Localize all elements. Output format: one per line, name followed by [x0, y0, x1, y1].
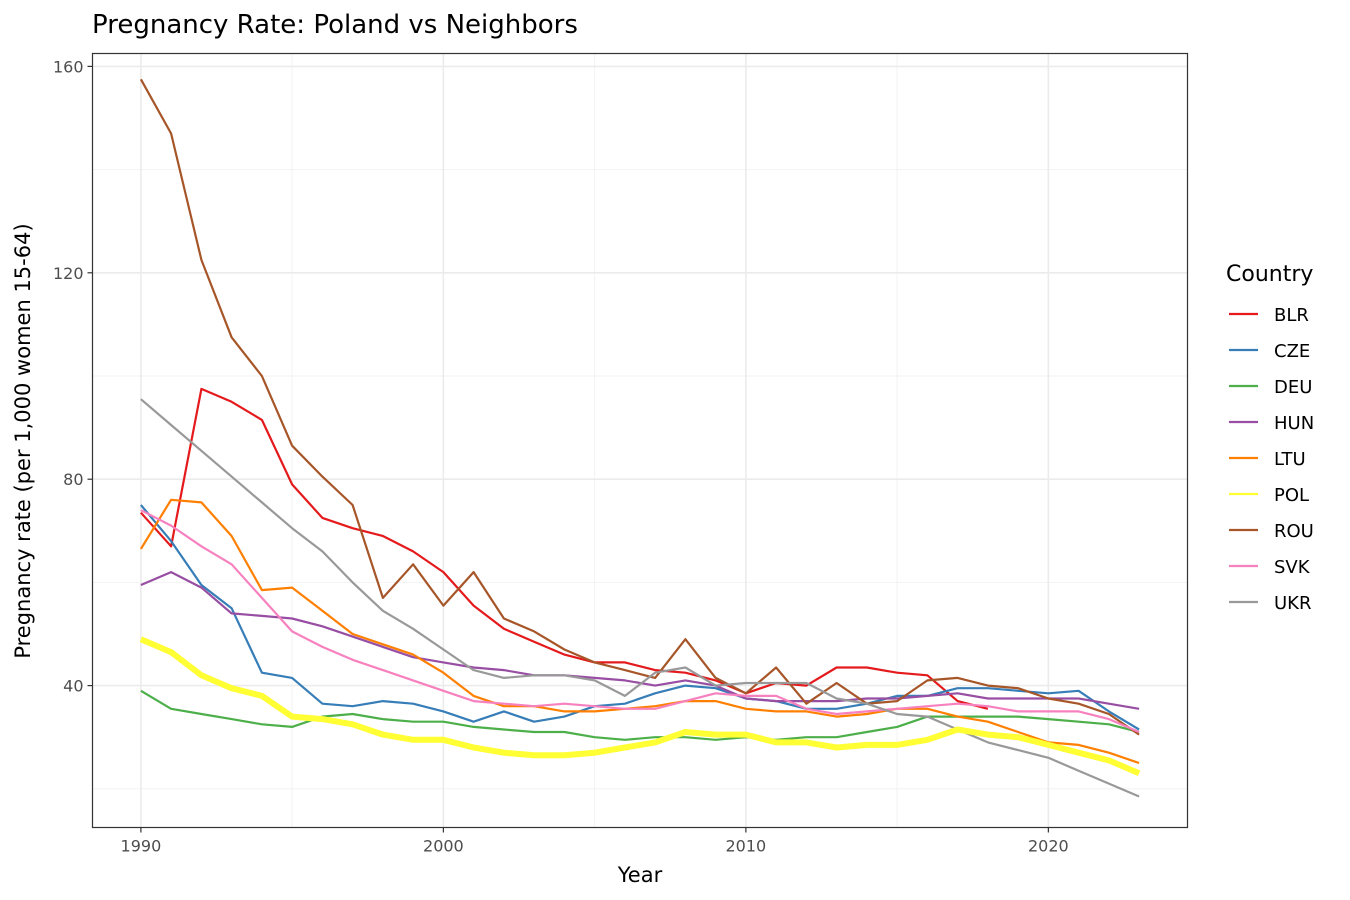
series-line-blr	[140, 387, 989, 710]
y-tick-label: 160	[53, 57, 84, 76]
series-line-pol	[139, 636, 1141, 777]
legend-label-cze: CZE	[1274, 341, 1310, 362]
legend-label-blr: BLR	[1274, 305, 1309, 326]
legend-label-svk: SVK	[1274, 557, 1311, 578]
x-tick-label: 2000	[423, 837, 464, 856]
series-line-cze	[140, 504, 1140, 731]
series-line-deu	[140, 689, 1140, 741]
axes: 1990 2000 2010 2020 40 80 120 160	[53, 57, 1069, 855]
y-tick-label: 80	[63, 470, 83, 489]
series-line-rou	[139, 78, 1140, 736]
x-tick-label: 2020	[1028, 837, 1069, 856]
series-line-svk	[140, 509, 1140, 734]
series-line-ltu	[139, 498, 1140, 765]
y-tick-label: 40	[63, 677, 83, 696]
legend-label-deu: DEU	[1274, 377, 1312, 398]
legend: Country BLR CZE DEU HUN LTU POL ROU SVK UKR	[1226, 262, 1314, 614]
series-lines	[139, 78, 1141, 798]
x-axis-title: Year	[617, 863, 663, 887]
legend-label-rou: ROU	[1274, 521, 1314, 542]
x-tick-label: 1990	[121, 837, 162, 856]
y-tick-label: 120	[53, 264, 84, 283]
chart-title: Pregnancy Rate: Poland vs Neighbors	[92, 10, 578, 40]
x-tick-label: 2010	[726, 837, 767, 856]
legend-label-pol: POL	[1274, 485, 1309, 506]
legend-label-hun: HUN	[1274, 413, 1314, 434]
plot-panel-border	[91, 52, 1189, 829]
legend-label-ukr: UKR	[1274, 593, 1312, 614]
y-axis-title: Pregnancy rate (per 1,000 women 15-64)	[11, 223, 35, 658]
grid-lines	[92, 53, 1188, 828]
series-line-ukr	[140, 398, 1140, 798]
legend-label-ltu: LTU	[1274, 449, 1306, 470]
legend-title: Country	[1226, 262, 1313, 287]
